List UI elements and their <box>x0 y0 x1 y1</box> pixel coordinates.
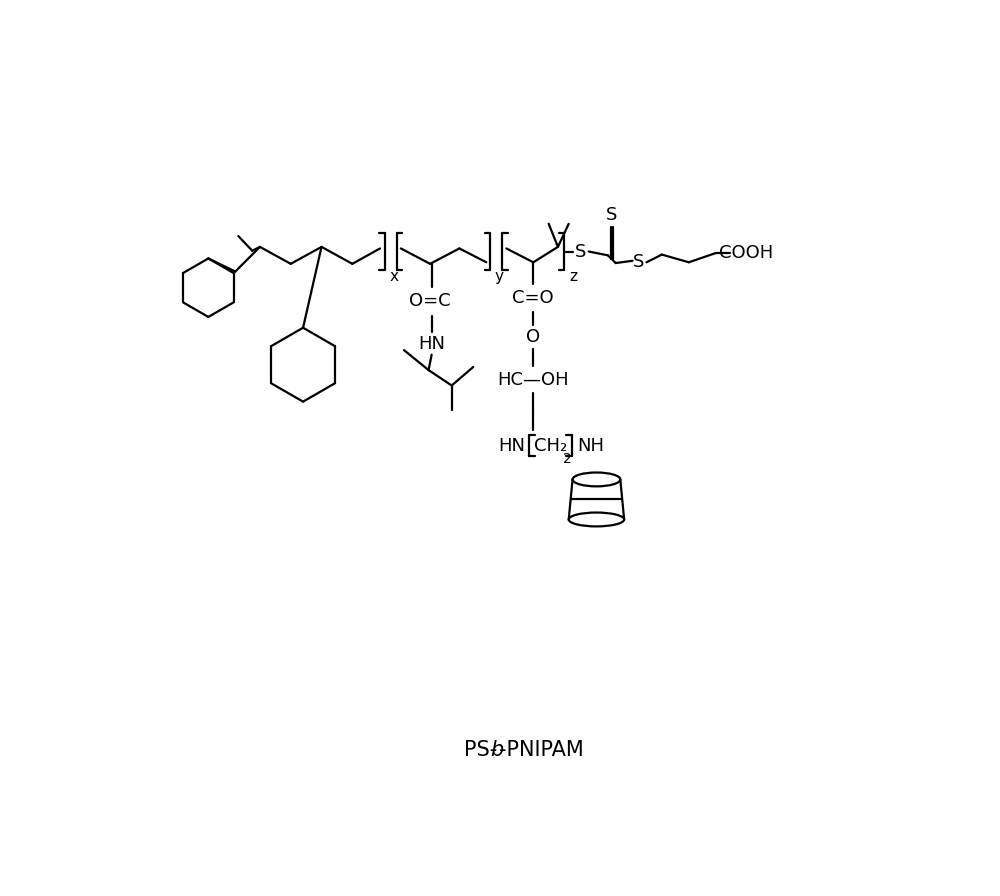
Text: z: z <box>569 269 577 284</box>
Text: S: S <box>606 206 618 224</box>
Text: x: x <box>389 269 398 284</box>
Text: b: b <box>490 740 504 760</box>
Text: -PNIPAM: -PNIPAM <box>499 740 583 760</box>
Text: O: O <box>526 328 540 346</box>
Text: HN: HN <box>498 436 525 454</box>
Text: y: y <box>495 269 504 284</box>
Text: S: S <box>633 254 644 271</box>
Text: PS-: PS- <box>464 740 497 760</box>
Text: O=C: O=C <box>409 292 451 310</box>
Text: COOH: COOH <box>719 244 774 262</box>
Text: CH₂: CH₂ <box>534 436 567 454</box>
Text: NH: NH <box>578 436 605 454</box>
Text: C=O: C=O <box>512 289 554 306</box>
Text: HN: HN <box>418 335 445 353</box>
Text: HC—OH: HC—OH <box>497 371 569 389</box>
Text: 2: 2 <box>563 452 572 466</box>
Text: S: S <box>575 243 587 261</box>
